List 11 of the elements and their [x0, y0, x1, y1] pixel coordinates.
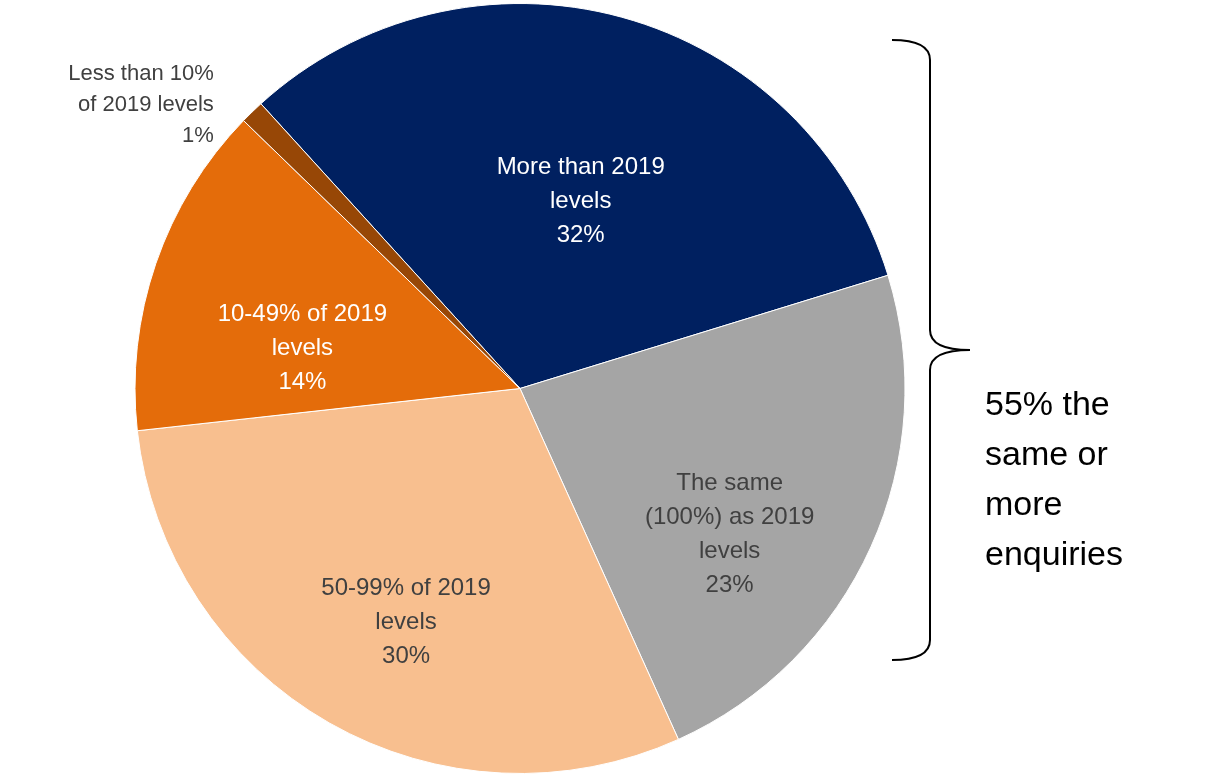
text: 55% the same or more enquiries [985, 384, 1123, 572]
data-label: 30% [382, 641, 431, 669]
slice-label: More than 2019 levels [496, 151, 665, 213]
slice-label: Less than 10% of 2019 levels [68, 59, 214, 116]
data-label: 32% [556, 219, 605, 247]
slice-label: 10-49% of 2019 levels [217, 299, 388, 360]
data-label: 14% [278, 367, 327, 394]
data-label: 1% [182, 121, 214, 147]
slice-label: 50-99% of 2019 levels [321, 573, 491, 635]
data-label: 23% [705, 570, 754, 598]
slice-label: The same (100%) as 2019 levels [644, 468, 815, 564]
